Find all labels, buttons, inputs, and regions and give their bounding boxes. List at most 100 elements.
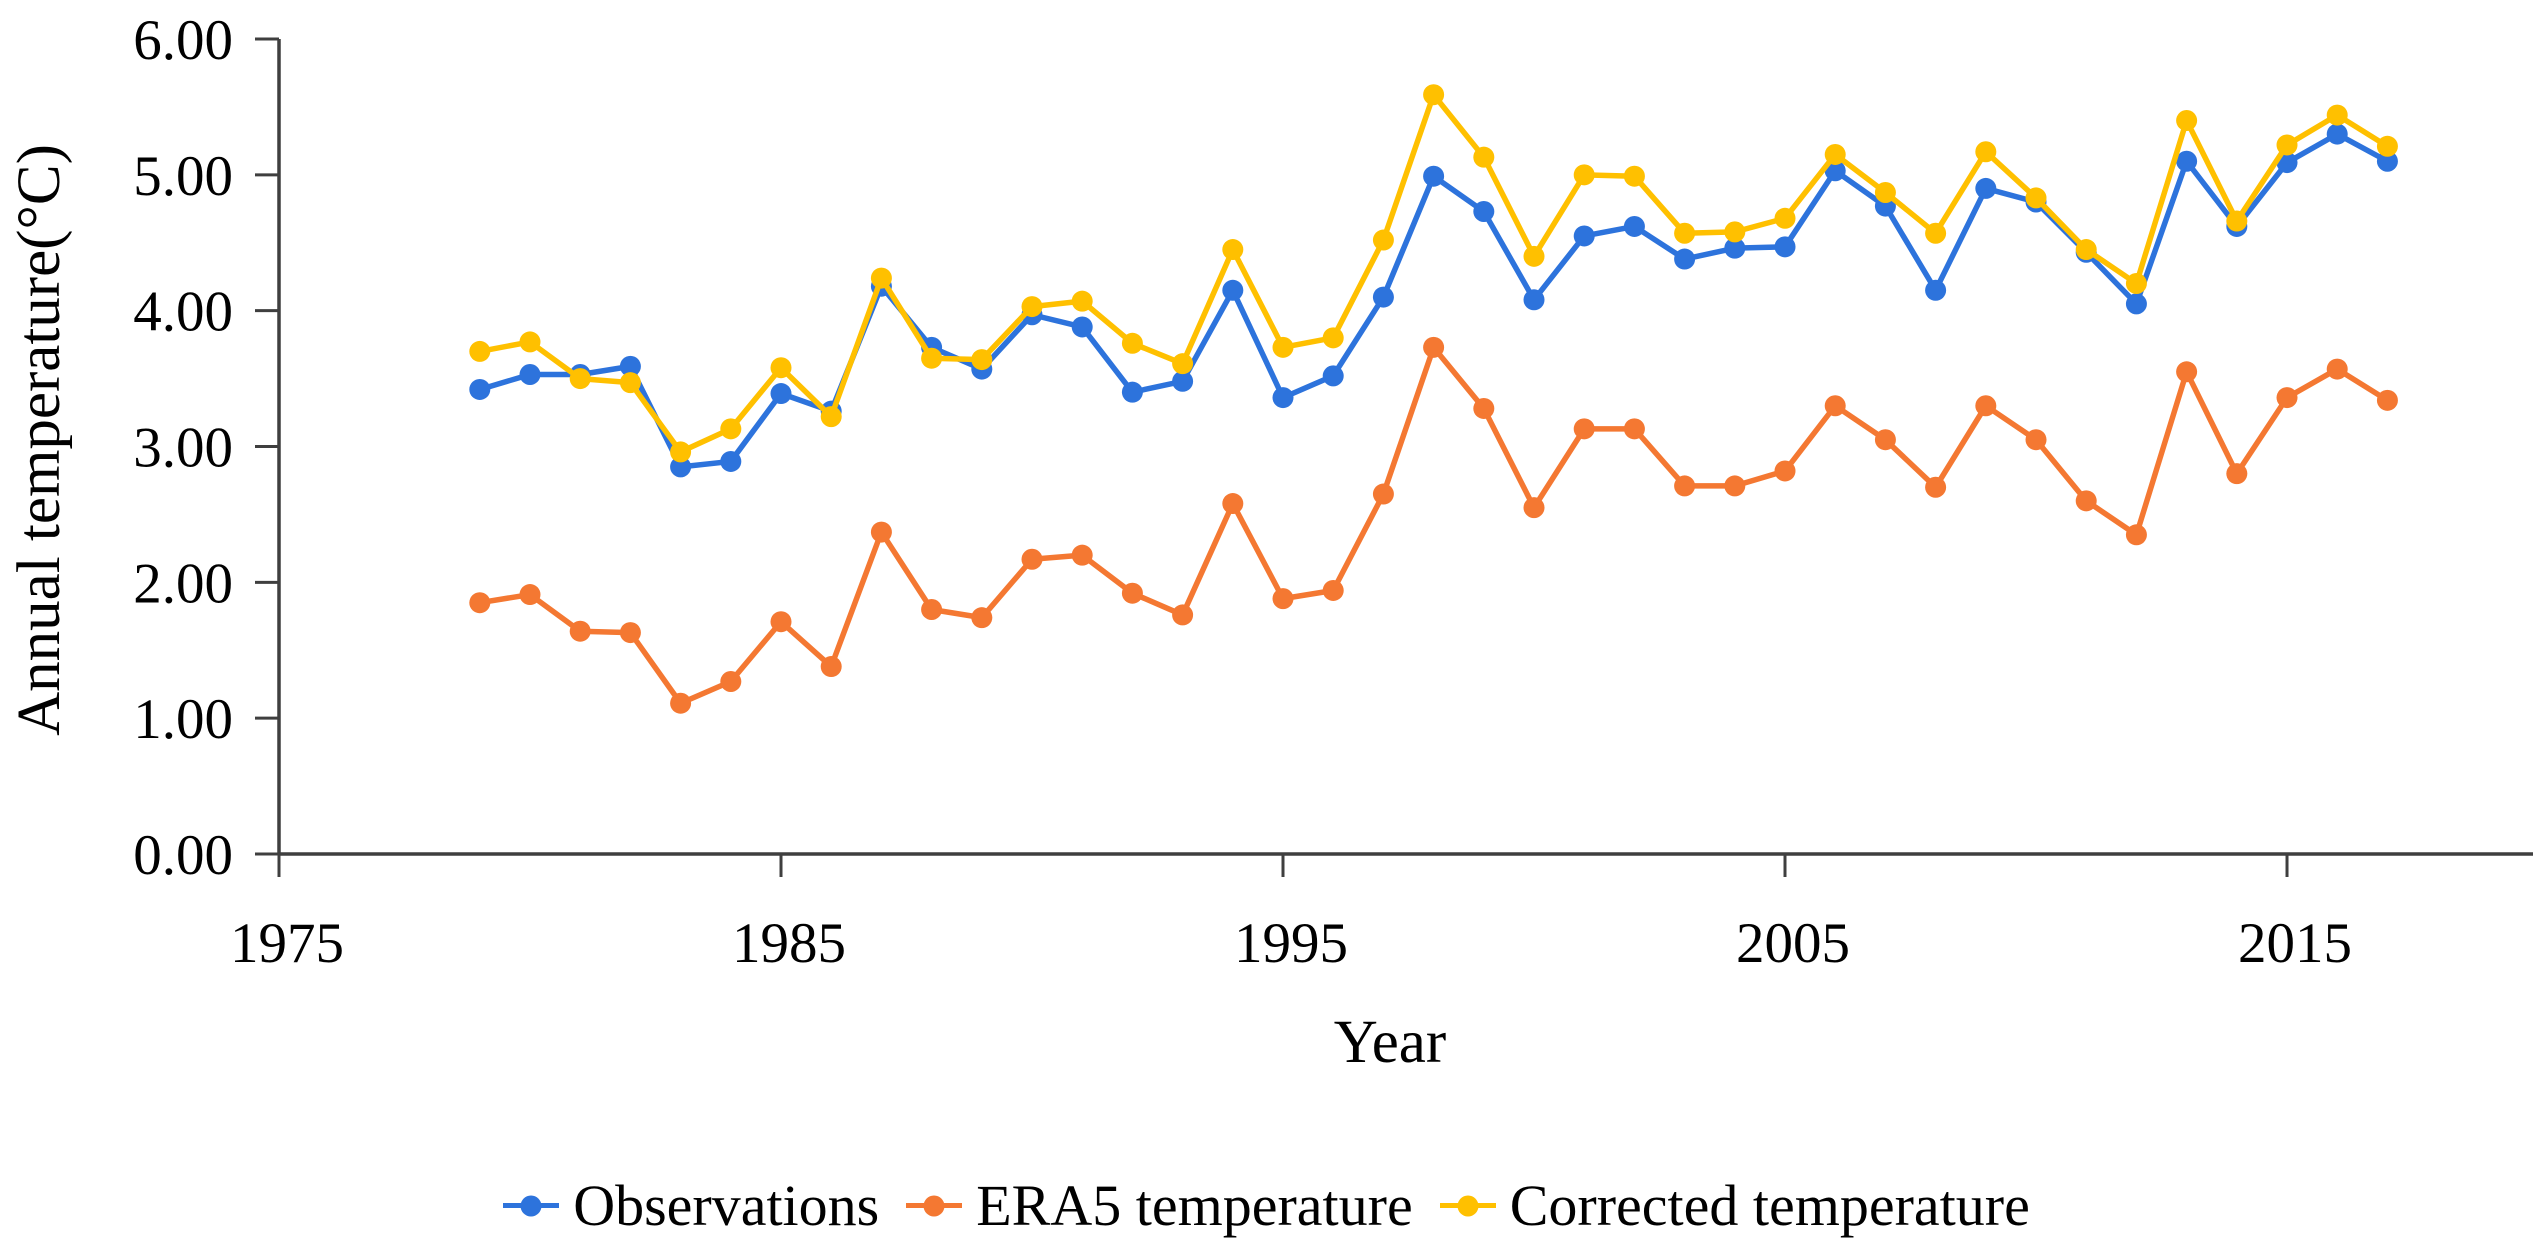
marker-corrected-temperature-1989	[971, 349, 993, 371]
marker-era5-temperature-2015	[2276, 387, 2298, 409]
marker-era5-temperature-2009	[1975, 395, 1997, 417]
legend-item-corrected-temperature: Corrected temperature	[1439, 1172, 2030, 1239]
legend-dot-corrected-temperature-icon	[1457, 1195, 1479, 1216]
marker-era5-temperature-1985	[770, 611, 792, 633]
marker-era5-temperature-1997	[1372, 483, 1394, 505]
marker-corrected-temperature-1993	[1172, 353, 1194, 375]
series-line-era5-temperature	[477, 344, 2391, 706]
marker-era5-temperature-1981	[569, 620, 591, 642]
marker-corrected-temperature-2008	[1925, 222, 1947, 244]
marker-corrected-temperature-2013	[2176, 110, 2198, 131]
y-axis-title: Annual temperature(°C)	[6, 144, 73, 736]
marker-corrected-temperature-2003	[1674, 222, 1696, 244]
marker-observations-1992	[1121, 381, 1143, 403]
legend-dot-era5-temperature-icon	[923, 1195, 945, 1216]
marker-era5-temperature-1988	[921, 599, 943, 620]
marker-observations-2017	[2376, 150, 2398, 172]
series-line-corrected-temperature	[477, 91, 2391, 455]
marker-observations-2005	[1774, 236, 1796, 258]
marker-corrected-temperature-1991	[1071, 290, 1093, 312]
marker-era5-temperature-1980	[519, 584, 541, 606]
marker-corrected-temperature-1987	[870, 267, 892, 289]
marker-corrected-temperature-1999	[1473, 146, 1495, 168]
marker-observations-1993	[1172, 370, 1194, 392]
marker-observations-2016	[2326, 123, 2348, 145]
marker-era5-temperature-1992	[1121, 582, 1143, 604]
marker-corrected-temperature-1996	[1322, 327, 1344, 349]
marker-era5-temperature-1999	[1473, 397, 1495, 419]
marker-era5-temperature-2001	[1573, 418, 1595, 440]
marker-era5-temperature-1987	[870, 521, 892, 543]
marker-era5-temperature-2000	[1523, 497, 1545, 519]
legend-marker-observations-icon	[503, 1195, 560, 1216]
marker-corrected-temperature-1992	[1121, 332, 1143, 354]
marker-corrected-temperature-1984	[720, 418, 742, 440]
marker-observations-2008	[1925, 279, 1947, 301]
marker-corrected-temperature-2009	[1975, 141, 1997, 163]
marker-observations-2001	[1573, 225, 1595, 247]
y-tick-label: 2.00	[133, 552, 233, 615]
x-tick-label: 1975	[230, 912, 344, 975]
marker-era5-temperature-2003	[1674, 475, 1696, 497]
marker-era5-temperature-2017	[2376, 389, 2398, 411]
marker-corrected-temperature-1979	[469, 340, 491, 362]
marker-corrected-temperature-2002	[1623, 165, 1645, 187]
marker-corrected-temperature-1997	[1372, 229, 1394, 251]
marker-observations-1998	[1423, 165, 1445, 187]
legend-item-observations: Observations	[503, 1172, 879, 1239]
marker-era5-temperature-1979	[469, 592, 491, 614]
marker-observations-1983	[670, 456, 692, 478]
y-tick-label: 3.00	[133, 417, 233, 480]
marker-observations-1984	[720, 450, 742, 472]
legend-item-era5-temperature: ERA5 temperature	[906, 1172, 1413, 1239]
marker-observations-1982	[619, 355, 641, 377]
marker-corrected-temperature-1980	[519, 331, 541, 353]
marker-era5-temperature-2010	[2025, 429, 2047, 451]
marker-era5-temperature-1984	[720, 670, 742, 692]
marker-era5-temperature-2004	[1724, 475, 1746, 497]
legend-label-corrected-temperature: Corrected temperature	[1509, 1173, 2030, 1238]
marker-corrected-temperature-2015	[2276, 134, 2298, 156]
marker-corrected-temperature-2004	[1724, 221, 1746, 243]
marker-era5-temperature-1982	[619, 622, 641, 644]
marker-observations-1980	[519, 364, 541, 386]
marker-era5-temperature-1986	[820, 656, 842, 678]
chart-legend: Observations ERA5 temperature Corrected te…	[0, 1172, 2533, 1239]
marker-observations-1996	[1322, 365, 1344, 387]
marker-observations-1997	[1372, 286, 1394, 308]
marker-observations-1991	[1071, 316, 1093, 338]
legend-marker-corrected-temperature-icon	[1439, 1195, 1496, 1216]
marker-corrected-temperature-1982	[619, 372, 641, 394]
marker-era5-temperature-1983	[670, 692, 692, 714]
y-tick-label: 6.00	[133, 9, 233, 72]
y-tick-label: 1.00	[133, 688, 233, 751]
marker-era5-temperature-2014	[2226, 463, 2248, 485]
marker-observations-1985	[770, 383, 792, 405]
x-axis-title: Year	[1333, 1009, 1447, 1076]
marker-era5-temperature-1990	[1021, 548, 1043, 570]
x-tick-label: 2015	[2238, 912, 2352, 975]
marker-corrected-temperature-1981	[569, 368, 591, 390]
marker-era5-temperature-2008	[1925, 476, 1947, 498]
marker-observations-2004	[1724, 237, 1746, 259]
legend-label-observations: Observations	[573, 1173, 880, 1238]
marker-era5-temperature-1998	[1423, 336, 1445, 358]
marker-era5-temperature-2011	[2075, 490, 2097, 512]
marker-era5-temperature-2013	[2176, 361, 2198, 383]
y-tick-label: 5.00	[133, 145, 233, 208]
marker-era5-temperature-1994	[1222, 493, 1244, 515]
marker-corrected-temperature-1990	[1021, 296, 1043, 318]
marker-corrected-temperature-2007	[1874, 181, 1896, 203]
marker-era5-temperature-2012	[2125, 524, 2147, 546]
marker-era5-temperature-1996	[1322, 579, 1344, 601]
marker-observations-2009	[1975, 177, 1997, 199]
x-tick-label: 1985	[732, 912, 846, 975]
marker-observations-2003	[1674, 248, 1696, 270]
y-tick-label: 4.00	[133, 281, 233, 344]
marker-era5-temperature-1993	[1172, 604, 1194, 626]
marker-corrected-temperature-1983	[670, 441, 692, 463]
marker-era5-temperature-1995	[1272, 588, 1294, 610]
marker-corrected-temperature-2010	[2025, 187, 2047, 209]
legend-dot-observations-icon	[520, 1195, 542, 1216]
x-tick-label: 1995	[1234, 912, 1348, 975]
